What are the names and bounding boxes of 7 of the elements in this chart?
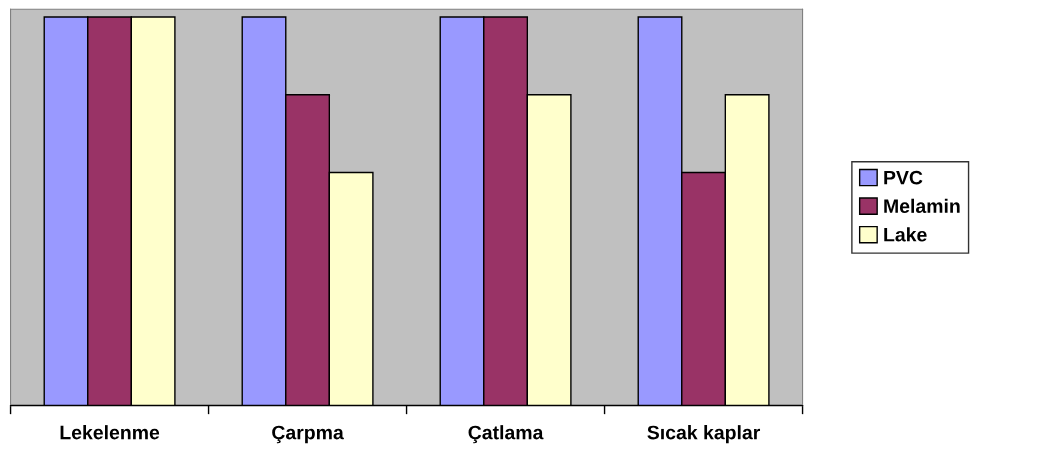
x-tick-label: Sıcak kaplar — [647, 425, 761, 444]
x-tick-label: Çatlama — [468, 425, 544, 444]
legend-label: Lake — [884, 227, 927, 242]
x-tick-label: Çarpma — [272, 425, 344, 444]
legend-label: PVC — [884, 170, 923, 185]
legend-label: Melamin — [884, 198, 960, 214]
x-tick-label: Lekelenme — [60, 425, 160, 440]
